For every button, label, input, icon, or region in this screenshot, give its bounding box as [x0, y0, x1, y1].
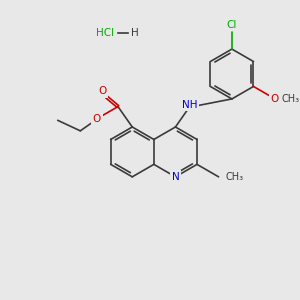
Text: Cl: Cl	[227, 20, 237, 30]
Text: O: O	[99, 86, 107, 96]
Text: NH: NH	[182, 100, 197, 110]
Text: H: H	[131, 28, 139, 38]
Text: O: O	[271, 94, 279, 104]
Text: CH₃: CH₃	[225, 172, 243, 182]
Text: O: O	[93, 114, 101, 124]
Text: HCl: HCl	[96, 28, 114, 38]
Text: CH₃: CH₃	[281, 94, 299, 104]
Text: N: N	[172, 172, 179, 182]
